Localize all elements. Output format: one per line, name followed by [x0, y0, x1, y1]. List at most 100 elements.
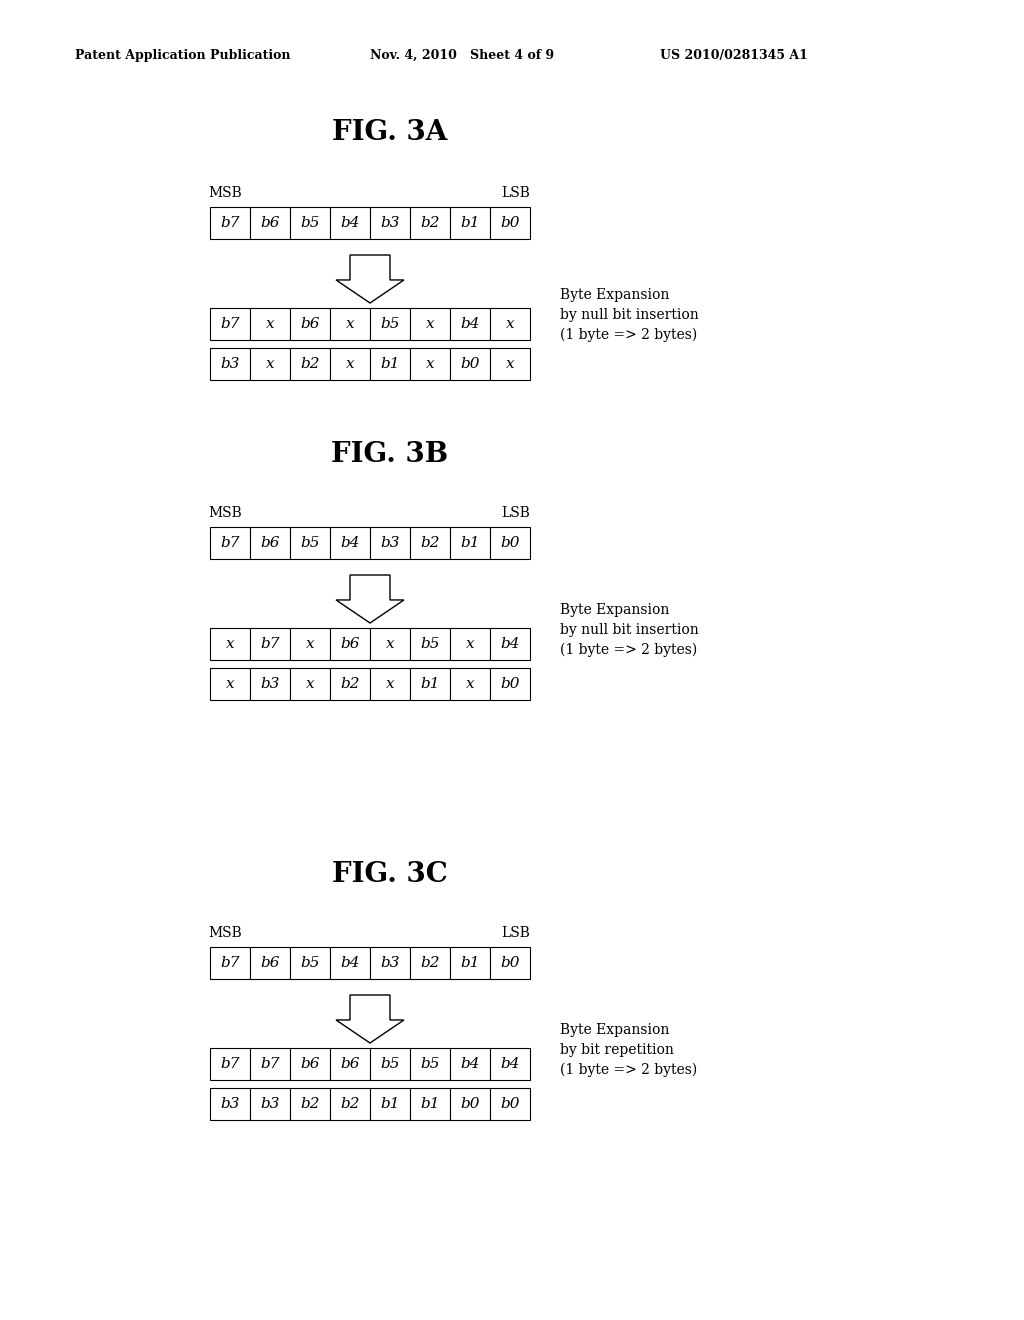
- Bar: [410, 628, 450, 660]
- Text: b2: b2: [340, 1097, 359, 1111]
- Bar: [250, 668, 290, 700]
- Text: b7: b7: [220, 216, 240, 230]
- Bar: [250, 207, 290, 239]
- Bar: [210, 946, 250, 979]
- Text: b6: b6: [260, 216, 280, 230]
- Bar: [210, 348, 250, 380]
- Text: b3: b3: [260, 1097, 280, 1111]
- Text: x: x: [506, 317, 514, 331]
- Text: b3: b3: [260, 677, 280, 690]
- Text: b4: b4: [501, 1057, 520, 1071]
- Text: b6: b6: [340, 1057, 359, 1071]
- Bar: [490, 946, 530, 979]
- Text: LSB: LSB: [501, 927, 530, 940]
- Text: x: x: [346, 356, 354, 371]
- Bar: [210, 1048, 250, 1080]
- Bar: [330, 308, 370, 341]
- Text: b2: b2: [420, 536, 439, 550]
- Text: x: x: [225, 677, 234, 690]
- Text: b4: b4: [340, 956, 359, 970]
- Bar: [410, 308, 450, 341]
- Bar: [410, 1048, 450, 1080]
- Text: US 2010/0281345 A1: US 2010/0281345 A1: [660, 49, 808, 62]
- Bar: [450, 348, 490, 380]
- Text: Byte Expansion
by bit repetition
(1 byte => 2 bytes): Byte Expansion by bit repetition (1 byte…: [560, 1023, 697, 1077]
- Bar: [490, 207, 530, 239]
- Bar: [250, 527, 290, 558]
- Bar: [290, 1088, 330, 1119]
- Text: x: x: [265, 317, 274, 331]
- Bar: [250, 348, 290, 380]
- Text: Nov. 4, 2010   Sheet 4 of 9: Nov. 4, 2010 Sheet 4 of 9: [370, 49, 554, 62]
- Text: b3: b3: [220, 356, 240, 371]
- Text: Patent Application Publication: Patent Application Publication: [75, 49, 291, 62]
- Bar: [370, 207, 410, 239]
- Text: x: x: [426, 317, 434, 331]
- Text: b1: b1: [380, 356, 399, 371]
- Bar: [330, 207, 370, 239]
- Text: b1: b1: [460, 536, 480, 550]
- Text: b6: b6: [300, 1057, 319, 1071]
- Text: MSB: MSB: [208, 927, 242, 940]
- Bar: [410, 207, 450, 239]
- Text: b7: b7: [260, 638, 280, 651]
- Bar: [450, 1048, 490, 1080]
- Text: b2: b2: [340, 677, 359, 690]
- Text: x: x: [346, 317, 354, 331]
- Text: b7: b7: [220, 956, 240, 970]
- Text: b5: b5: [380, 1057, 399, 1071]
- Bar: [450, 668, 490, 700]
- Text: MSB: MSB: [208, 186, 242, 201]
- Text: x: x: [306, 677, 314, 690]
- Text: MSB: MSB: [208, 506, 242, 520]
- Bar: [370, 668, 410, 700]
- Bar: [450, 1088, 490, 1119]
- Text: b1: b1: [420, 1097, 439, 1111]
- Text: Byte Expansion
by null bit insertion
(1 byte => 2 bytes): Byte Expansion by null bit insertion (1 …: [560, 288, 698, 342]
- Text: b0: b0: [460, 356, 480, 371]
- Bar: [290, 946, 330, 979]
- Bar: [490, 628, 530, 660]
- Text: b2: b2: [300, 1097, 319, 1111]
- Text: b7: b7: [260, 1057, 280, 1071]
- Bar: [290, 628, 330, 660]
- Bar: [410, 527, 450, 558]
- Text: b2: b2: [420, 216, 439, 230]
- Bar: [290, 308, 330, 341]
- Bar: [210, 308, 250, 341]
- Bar: [370, 946, 410, 979]
- Bar: [290, 1048, 330, 1080]
- Text: b2: b2: [300, 356, 319, 371]
- Text: FIG. 3B: FIG. 3B: [332, 441, 449, 469]
- Bar: [370, 1088, 410, 1119]
- Text: b0: b0: [501, 536, 520, 550]
- Text: x: x: [306, 638, 314, 651]
- Bar: [330, 527, 370, 558]
- Text: x: x: [386, 638, 394, 651]
- Bar: [490, 348, 530, 380]
- Bar: [490, 308, 530, 341]
- Text: b4: b4: [460, 317, 480, 331]
- Text: b3: b3: [220, 1097, 240, 1111]
- Text: b7: b7: [220, 1057, 240, 1071]
- Text: b6: b6: [340, 638, 359, 651]
- Bar: [210, 628, 250, 660]
- Bar: [210, 668, 250, 700]
- Text: b4: b4: [340, 216, 359, 230]
- Bar: [250, 308, 290, 341]
- Text: b3: b3: [380, 536, 399, 550]
- Text: x: x: [426, 356, 434, 371]
- Text: b0: b0: [501, 956, 520, 970]
- Bar: [450, 628, 490, 660]
- Bar: [410, 1088, 450, 1119]
- Text: b6: b6: [260, 956, 280, 970]
- Bar: [250, 946, 290, 979]
- Bar: [410, 348, 450, 380]
- Text: FIG. 3A: FIG. 3A: [333, 120, 447, 147]
- Bar: [250, 1048, 290, 1080]
- Bar: [490, 1088, 530, 1119]
- Bar: [290, 348, 330, 380]
- Text: x: x: [265, 356, 274, 371]
- Bar: [370, 527, 410, 558]
- Text: b6: b6: [260, 536, 280, 550]
